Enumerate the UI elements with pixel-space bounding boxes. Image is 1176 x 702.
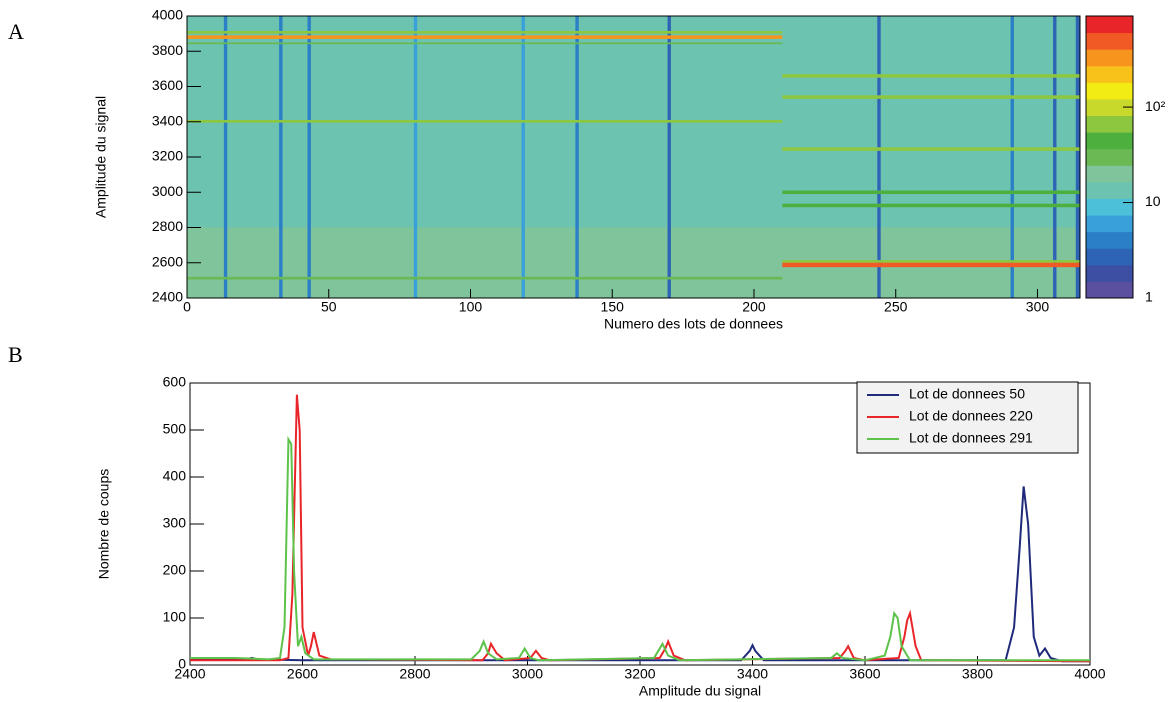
heatmap-cell (1010, 16, 1014, 298)
colorbar-swatch (1086, 264, 1133, 282)
x-tick-label: 50 (321, 299, 337, 315)
plot-frame (189, 382, 1091, 666)
y-tick-label: 3800 (152, 42, 183, 58)
colorbar-swatch (1086, 49, 1133, 67)
heatmap-cell (782, 262, 1080, 268)
heatmap-cell (1053, 16, 1057, 298)
y-tick-label: 0 (178, 656, 186, 672)
heatmap-cell (782, 203, 1080, 208)
y-tick-label: 400 (163, 468, 187, 484)
x-tick-label: 300 (1026, 299, 1050, 315)
series-line (190, 435, 1090, 662)
heatmap-cell (521, 16, 525, 298)
colorbar-tick-label: 10 (1145, 193, 1161, 209)
colorbar-swatch (1086, 198, 1133, 216)
plot-frame (186, 15, 1081, 299)
colorbar-tick-label: 1 (1145, 289, 1153, 305)
colorbar-swatch (1086, 181, 1133, 199)
y-tick-label: 4000 (152, 7, 183, 23)
legend-label: Lot de donnees 50 (909, 386, 1025, 402)
colorbar-swatch (1086, 115, 1133, 133)
y-tick-label: 3000 (152, 183, 183, 199)
heatmap-cell (782, 74, 1080, 78)
x-tick-label: 3800 (962, 666, 993, 682)
y-tick-label: 200 (163, 562, 187, 578)
colorbar-swatch (1086, 281, 1133, 299)
x-tick-label: 0 (183, 299, 191, 315)
colorbar-swatch (1086, 16, 1133, 34)
panel-label: A (8, 19, 24, 44)
colorbar-swatch (1086, 165, 1133, 183)
heatmap-cell (187, 119, 783, 123)
x-tick-label: 150 (601, 299, 625, 315)
series-line (190, 394, 1091, 663)
x-tick-label: 2600 (287, 666, 318, 682)
heatmap-cell (187, 276, 783, 280)
colorbar-swatch (1086, 82, 1133, 100)
x-tick-label: 2400 (174, 666, 205, 682)
legend-label: Lot de donnees 291 (909, 430, 1033, 446)
colorbar-tick-label: 10² (1145, 98, 1166, 114)
heatmap-cell (782, 190, 1080, 195)
heatmap-cell (223, 16, 228, 298)
x-tick-label: 3000 (512, 666, 543, 682)
y-tick-label: 3400 (152, 112, 183, 128)
colorbar-swatch (1086, 32, 1133, 50)
heatmap-cell (187, 30, 783, 34)
colorbar-swatch (1086, 98, 1133, 117)
y-tick-label: 500 (163, 421, 187, 437)
colorbar-frame (1085, 15, 1134, 299)
colorbar-swatch (1086, 248, 1133, 266)
x-tick-label: 3400 (737, 666, 768, 682)
colorbar-swatch (1086, 65, 1133, 83)
colorbar-swatch (1086, 231, 1133, 249)
y-tick-label: 2600 (152, 253, 183, 269)
panel-label: B (8, 342, 23, 367)
x-tick-label: 200 (742, 299, 766, 315)
y-tick-label: 300 (163, 515, 187, 531)
heatmap-cell (782, 260, 1080, 263)
x-tick-label: 250 (884, 299, 908, 315)
x-tick-label: 3600 (849, 666, 880, 682)
y-tick-label: 2800 (152, 218, 183, 234)
series-line (190, 486, 1090, 663)
x-tick-label: 100 (459, 299, 483, 315)
y-axis-label: Nombre de coups (96, 469, 112, 580)
y-tick-label: 100 (163, 609, 187, 625)
x-axis-label: Amplitude du signal (639, 683, 761, 699)
heatmap-cell (782, 147, 1080, 151)
heatmap-cell (279, 16, 283, 298)
colorbar-swatch (1086, 148, 1133, 166)
y-tick-label: 3600 (152, 77, 183, 93)
x-axis-label: Numero des lots de donnees (604, 316, 783, 332)
x-tick-label: 3200 (624, 666, 655, 682)
legend-label: Lot de donnees 220 (909, 408, 1033, 424)
heatmap-cell (307, 16, 311, 298)
y-tick-label: 600 (163, 374, 187, 390)
y-axis-label: Amplitude du signal (93, 96, 109, 218)
heatmap-cell (575, 16, 579, 298)
heatmap-cell (187, 42, 783, 45)
heatmap-cell (187, 35, 783, 39)
colorbar-swatch (1086, 132, 1133, 150)
x-tick-label: 4000 (1074, 666, 1105, 682)
heatmap-cell (782, 95, 1080, 99)
colorbar-swatch (1086, 215, 1133, 233)
heatmap-cell (413, 16, 418, 298)
y-tick-label: 2400 (152, 289, 183, 305)
heatmap-cell (667, 16, 671, 298)
y-tick-label: 3200 (152, 148, 183, 164)
heatmap-cell (1075, 16, 1080, 298)
heatmap-cell (877, 16, 881, 298)
x-tick-label: 2800 (399, 666, 430, 682)
